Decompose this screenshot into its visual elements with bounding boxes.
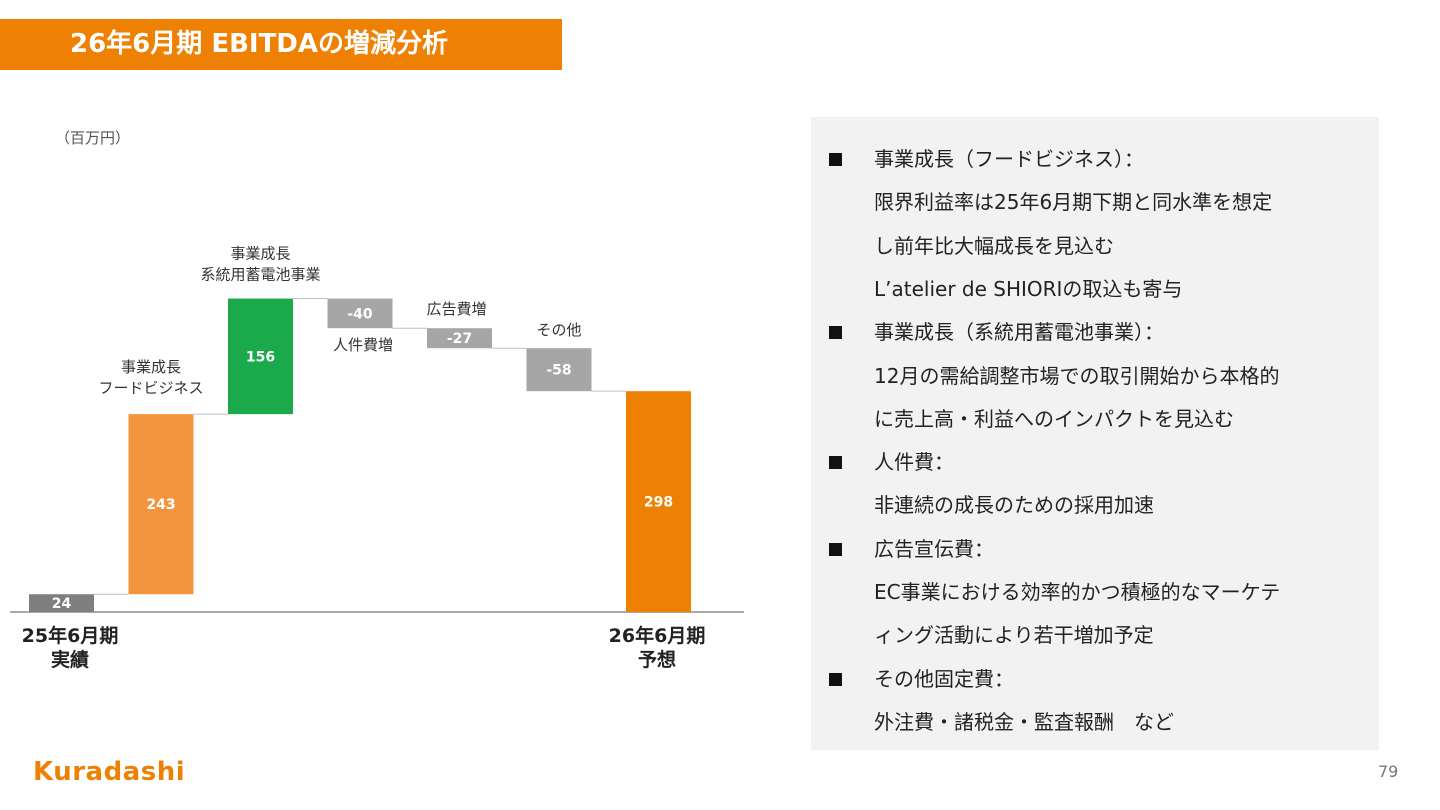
note-text: 非連続の成長のための採用加速 <box>874 493 1154 518</box>
value-label-6: 298 <box>644 495 673 511</box>
x-label-start-line: 実績 <box>50 649 89 671</box>
note-text: EC事業における効率的かつ積極的なマーケテ <box>874 580 1281 604</box>
bullet-icon <box>829 672 842 686</box>
note-heading: 事業成長（フードビジネス）： <box>874 147 1144 171</box>
value-label-0: 24 <box>52 596 72 612</box>
bar-2 <box>228 298 293 415</box>
value-label-4: -27 <box>447 331 472 347</box>
bullet-icon <box>829 456 842 470</box>
x-label-end: 26年6月期 予想 <box>587 624 727 672</box>
bar-label-3: 人件費増 <box>333 336 393 354</box>
page-number: 79 <box>1378 762 1399 781</box>
value-label-2: 156 <box>246 349 275 365</box>
bar-1 <box>128 414 194 595</box>
bar-label-5: その他 <box>536 321 581 339</box>
bar-0 <box>29 594 94 612</box>
bar-label-2: 事業成長系統用蓄電池事業 <box>200 245 320 284</box>
note-text: 限界利益率は25年6月期下期と同水準を想定 <box>874 190 1273 215</box>
value-label-3: -40 <box>347 306 373 322</box>
note-text: し前年比大幅成長を見込む <box>874 233 1114 258</box>
value-label-5: -58 <box>546 363 571 379</box>
bar-5 <box>526 348 592 392</box>
x-label-start: 25年6月期 実績 <box>0 624 140 672</box>
waterfall-chart: 24 243 156 -40 -27 -58 298 事業成長フードビジネス 事業成長系統用蓄電… <box>10 245 744 613</box>
note-heading: 広告宣伝費： <box>874 536 994 561</box>
note-text: 外注費・諸税金・監査報酬 など <box>874 709 1174 734</box>
x-label-end-line: 予想 <box>637 649 676 671</box>
bar-4 <box>427 328 492 349</box>
note-text: L’atelier de SHIORIの取込も寄与 <box>874 276 1183 301</box>
note-text: 12月の需給調整市場での取引開始から本格的 <box>874 363 1280 388</box>
note-heading: 事業成長（系統用蓄電池事業）： <box>874 320 1164 345</box>
bullet-icon <box>829 542 842 556</box>
note-text: ィング活動により若干増加予定 <box>874 623 1154 648</box>
bullet-icon <box>829 326 842 340</box>
page-title: 26年6月期 EBITDAの増減分析 <box>70 29 449 59</box>
x-label-start-line: 25年6月期 <box>21 625 119 647</box>
bar-label-1: 事業成長フードビジネス <box>98 358 203 397</box>
note-heading: その他固定費： <box>874 666 1014 691</box>
bar-6 <box>626 391 691 612</box>
notes-panel: 事業成長（フードビジネス）： 限界利益率は25年6月期下期と同水準を想定 し前年比大… <box>811 117 1379 750</box>
bar-label-4: 広告費増 <box>426 300 486 318</box>
title-bar: 26年6月期 EBITDAの増減分析 <box>0 19 562 70</box>
bullet-icon <box>829 153 842 166</box>
note-text: に売上高・利益へのインパクトを見込む <box>874 406 1234 431</box>
bar-3 <box>327 298 393 329</box>
kuradashi-logo: Kuradashi <box>33 757 186 787</box>
note-heading: 人件費： <box>874 450 954 475</box>
unit-label: （百万円） <box>55 129 131 147</box>
value-label-1: 243 <box>146 497 175 513</box>
x-label-end-line: 26年6月期 <box>608 625 706 647</box>
